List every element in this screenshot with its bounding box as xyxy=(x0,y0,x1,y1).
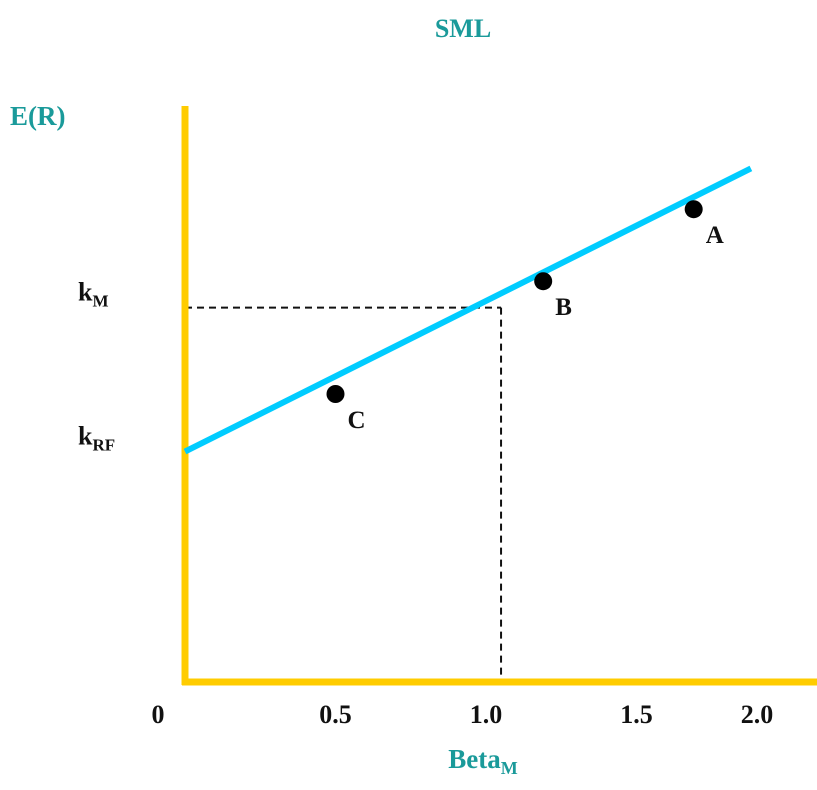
x-axis-label-main: Beta xyxy=(448,744,501,774)
y-tick-label-m: kM xyxy=(78,278,109,311)
reference-lines xyxy=(185,306,503,682)
x-tick-label-3: 1.5 xyxy=(620,700,653,729)
series-layer xyxy=(183,165,753,455)
point-label-c: C xyxy=(348,407,366,434)
x-axis-label-sub: M xyxy=(501,758,518,778)
sml-line-0 xyxy=(183,165,753,455)
points-layer xyxy=(326,200,703,403)
point-label-b: B xyxy=(555,294,572,321)
x-tick-label-2: 1.0 xyxy=(470,700,503,729)
x-tick-label-0: 0 xyxy=(152,700,165,729)
y-tick-label-rf-main: k xyxy=(78,422,93,451)
y-tick-label-m-main: k xyxy=(78,278,93,307)
x-tick-label-4: 2.0 xyxy=(741,700,774,729)
x-axis-label: BetaM xyxy=(448,744,517,778)
point-c xyxy=(326,385,345,403)
point-label-a: A xyxy=(706,222,724,249)
y-tick-label-rf: kRF xyxy=(78,422,115,455)
chart-title: SML xyxy=(435,14,491,43)
y-tick-label-rf-sub: RF xyxy=(92,436,115,455)
x-tick-label-1: 0.5 xyxy=(319,700,352,729)
y-axis-label: E(R) xyxy=(10,101,66,131)
axes xyxy=(181,106,817,686)
point-a xyxy=(684,200,703,219)
y-tick-label-m-sub: M xyxy=(92,292,108,311)
point-b xyxy=(534,272,553,291)
